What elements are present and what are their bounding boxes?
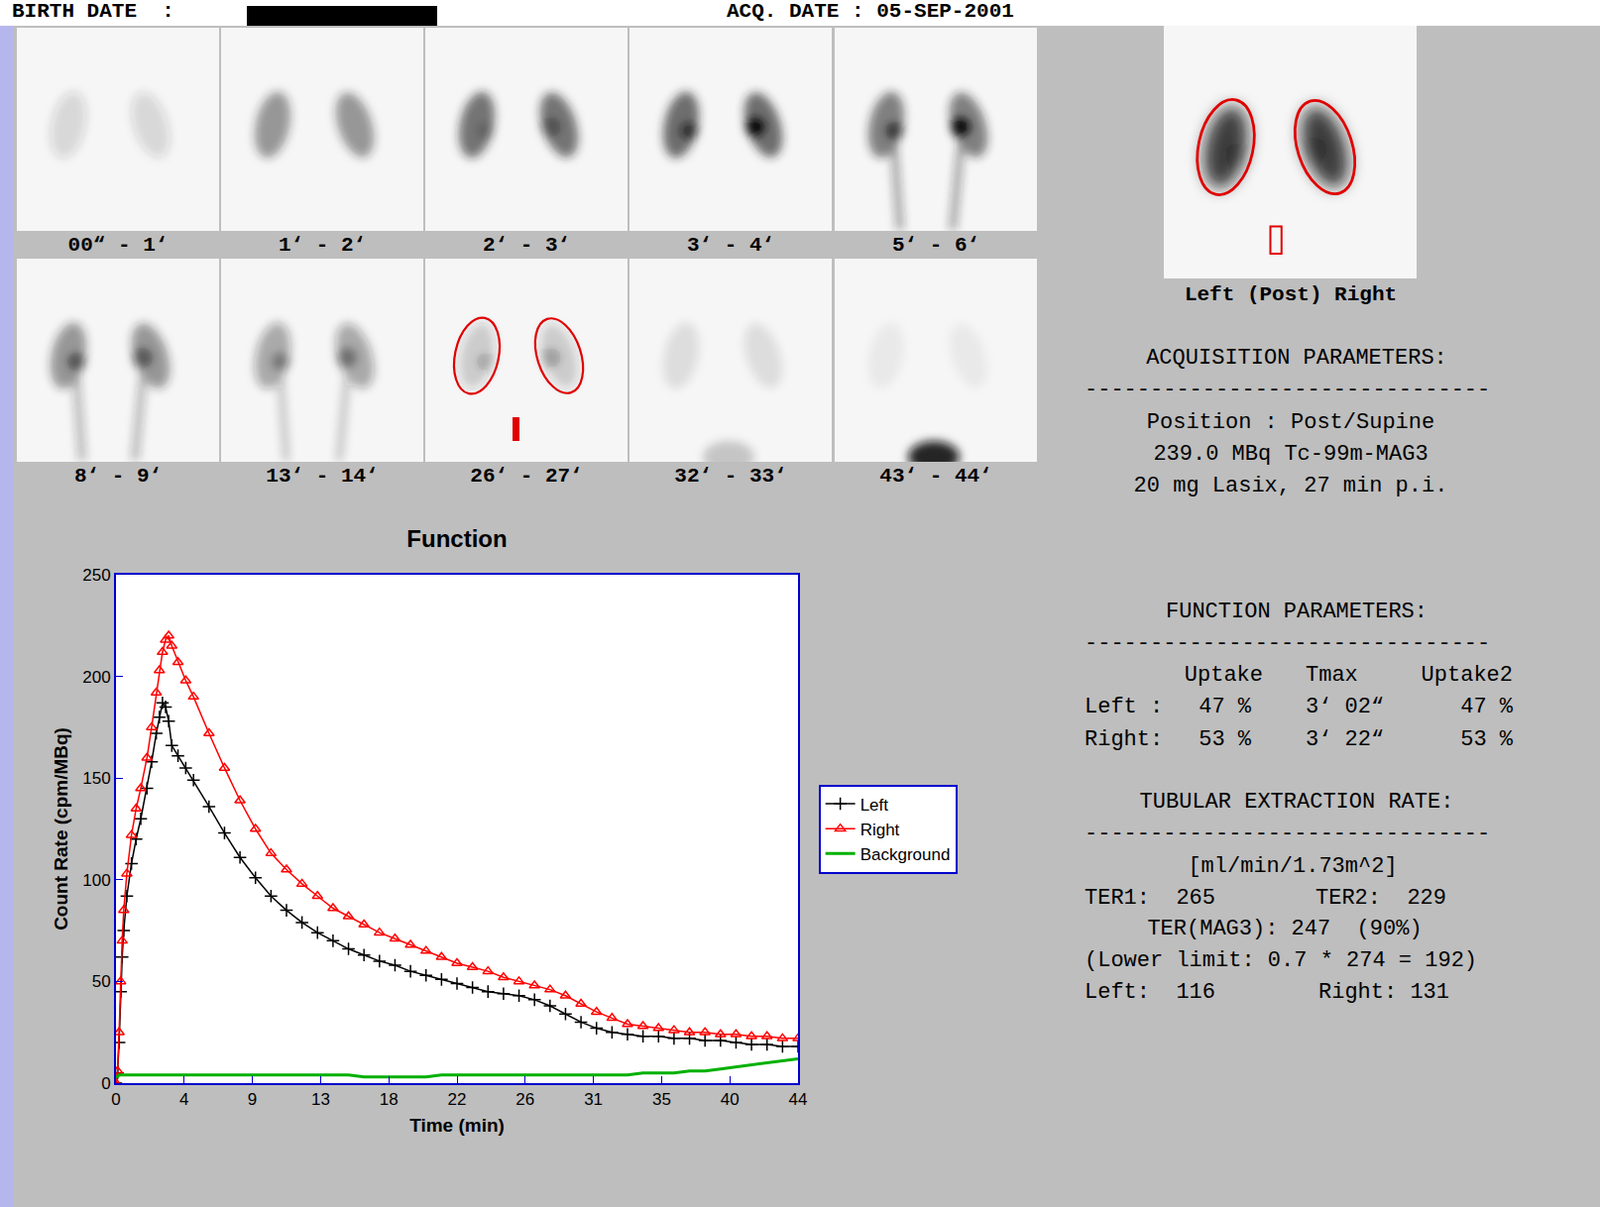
html-text:3‘ - 4‘: 3‘ - 4‘ (686, 233, 775, 257)
html-text:239.0 MBq Tc-99m-MAG3: 239.0 MBq Tc-99m-MAG3 (1153, 442, 1429, 467)
html-text:Left (Post) Right: Left (Post) Right (1184, 283, 1397, 307)
html-text:47 %: 47 % (1460, 694, 1513, 720)
svg-text:35: 35 (652, 1090, 672, 1110)
html-text:Position : Post/Supine: Position : Post/Supine (1146, 410, 1435, 436)
svg-text:40: 40 (720, 1090, 740, 1110)
html-text:Right:: Right: (1084, 727, 1164, 753)
html-text:1‘ - 2‘: 1‘ - 2‘ (278, 233, 366, 257)
html-text:FUNCTION PARAMETERS:: FUNCTION PARAMETERS: (1165, 599, 1428, 625)
svg-text:9: 9 (247, 1090, 257, 1110)
svg-text:Function: Function (406, 525, 507, 553)
html-text:26‘ - 27‘: 26‘ - 27‘ (470, 464, 583, 488)
html-text:TER(MAG3): 247 (90%): TER(MAG3): 247 (90%) (1147, 916, 1423, 942)
html-text:3‘ 22“: 3‘ 22“ (1305, 727, 1385, 753)
html-text:(Lower limit: 0.7 * 274 = 192): (Lower limit: 0.7 * 274 = 192) (1084, 948, 1478, 974)
html-text:53 %: 53 % (1198, 727, 1252, 753)
html-text:[ml/min/1.73m^2]: [ml/min/1.73m^2] (1188, 854, 1398, 880)
html-text:20 mg Lasix, 27 min p.i.: 20 mg Lasix, 27 min p.i. (1133, 473, 1448, 499)
html-text:ACQUISITION PARAMETERS:: ACQUISITION PARAMETERS: (1146, 345, 1448, 371)
html-text:Left: 116: Left: 116 (1084, 980, 1216, 1006)
html-text:00“ - 1‘: 00“ - 1‘ (68, 233, 168, 257)
html-text:TUBULAR EXTRACTION RATE:: TUBULAR EXTRACTION RATE: (1139, 790, 1454, 815)
html-text:5‘ - 6‘: 5‘ - 6‘ (892, 233, 980, 257)
svg-text:18: 18 (379, 1090, 399, 1110)
html-text:47 %: 47 % (1198, 694, 1252, 720)
html-text:ACQ. DATE : 05-SEP-2001: ACQ. DATE : 05-SEP-2001 (726, 0, 1015, 23)
html-text:3‘ 02“: 3‘ 02“ (1305, 694, 1385, 720)
svg-text:Background: Background (860, 845, 951, 865)
svg-text:Right: Right (860, 820, 901, 840)
html-text:Tmax: Tmax (1305, 663, 1358, 688)
html-text:8‘ - 9‘: 8‘ - 9‘ (74, 464, 162, 488)
svg-text:0: 0 (101, 1074, 111, 1094)
svg-text:Count Rate (cpm/MBq): Count Rate (cpm/MBq) (50, 727, 72, 931)
svg-text:150: 150 (82, 769, 111, 789)
html-text:TER1: 265: TER1: 265 (1084, 886, 1216, 912)
svg-text:Time (min): Time (min) (409, 1115, 505, 1137)
svg-text:0: 0 (111, 1090, 120, 1110)
svg-text:4: 4 (179, 1090, 189, 1110)
svg-text:100: 100 (82, 871, 111, 891)
html-text:Right: 131: Right: 131 (1318, 980, 1450, 1006)
html-text:Uptake2: Uptake2 (1421, 663, 1513, 688)
svg-text:50: 50 (92, 972, 112, 992)
html-text:43‘ - 44‘: 43‘ - 44‘ (879, 464, 993, 488)
html-text:32‘ - 33‘: 32‘ - 33‘ (674, 464, 787, 488)
html-text:2‘ - 3‘: 2‘ - 3‘ (482, 233, 571, 257)
svg-text:31: 31 (583, 1090, 603, 1110)
html-text:13‘ - 14‘: 13‘ - 14‘ (265, 464, 379, 488)
html-text:Left :: Left : (1084, 694, 1164, 720)
html-text:53 %: 53 % (1460, 727, 1513, 753)
svg-text:44: 44 (789, 1090, 808, 1110)
svg-text:13: 13 (311, 1090, 331, 1110)
html-text:TER2: 229: TER2: 229 (1315, 886, 1447, 912)
svg-text:22: 22 (448, 1090, 467, 1110)
svg-text:250: 250 (82, 566, 111, 585)
svg-text:Left: Left (860, 796, 890, 815)
svg-text:200: 200 (82, 668, 111, 687)
html-text:Uptake: Uptake (1184, 663, 1263, 688)
svg-text:26: 26 (515, 1090, 535, 1110)
html-text:BIRTH DATE :: BIRTH DATE : (11, 0, 175, 23)
